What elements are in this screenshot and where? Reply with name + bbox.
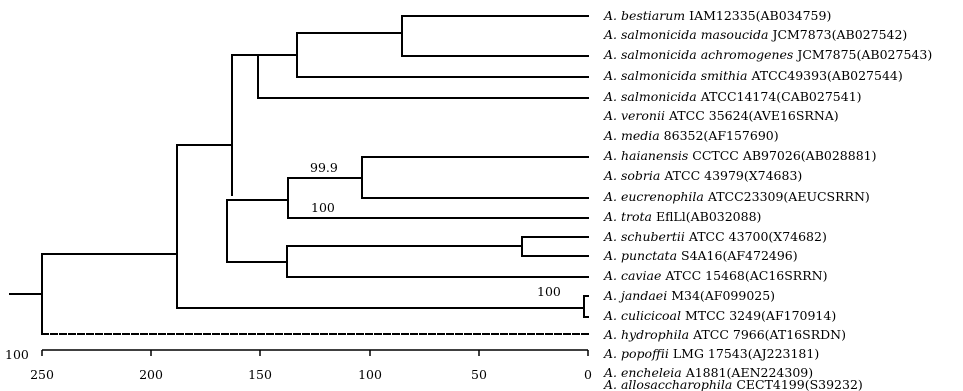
taxon-name: A. sobria — [603, 168, 660, 183]
taxon-label: A. trota EflLl(AB032088) — [603, 209, 761, 224]
taxon-strain: M34(AF099025) — [671, 288, 775, 303]
scale-tick-label: 0 — [584, 367, 592, 382]
taxon-name: A. hydrophila — [603, 327, 689, 342]
taxon-label: A. punctata S4A16(AF472496) — [603, 248, 798, 263]
taxon-strain: ATCC49393(AB027544) — [750, 68, 902, 83]
taxon-strain: EflLl(AB032088) — [656, 209, 761, 224]
taxon-label: A. bestiarum IAM12335(AB034759) — [603, 8, 831, 23]
taxon-strain: 86352(AF157690) — [664, 128, 779, 143]
scale-tick-label: 200 — [139, 367, 163, 382]
taxon-name: A. salmonicida achromogenes — [603, 47, 793, 62]
taxon-name: A. eucrenophila — [603, 189, 704, 204]
taxon-strain: ATCC 35624(AVE16SRNA) — [668, 108, 839, 123]
taxon-strain: ATCC 43979(X74683) — [663, 168, 802, 183]
taxon-label: A. popoffii LMG 17543(AJ223181) — [603, 346, 819, 361]
scale-tick-label: 100 — [358, 367, 382, 382]
taxon-name: A. haianensis — [603, 148, 688, 163]
taxon-name: A. schubertii — [603, 229, 685, 244]
taxon-name: A. bestiarum — [603, 8, 685, 23]
taxon-strain: A1881(AEN224309) — [685, 365, 813, 380]
taxon-label: A. veronii ATCC 35624(AVE16SRNA) — [603, 108, 839, 123]
taxon-name: A. culicicoal — [603, 308, 681, 323]
taxon-strain: MTCC 3249(AF170914) — [685, 308, 836, 323]
taxon-label: A. schubertii ATCC 43700(X74682) — [603, 229, 827, 244]
taxon-label: A. hydrophila ATCC 7966(AT16SRDN) — [603, 327, 846, 342]
taxon-label: A. salmonicida masoucida JCM7873(AB02754… — [603, 27, 907, 42]
taxon-label: A. salmonicida ATCC14174(CAB027541) — [603, 89, 862, 104]
taxon-name: A. salmonicida — [603, 89, 697, 104]
taxon-label: A. sobria ATCC 43979(X74683) — [603, 168, 802, 183]
taxon-label: A. salmonicida achromogenes JCM7875(AB02… — [603, 47, 932, 62]
taxon-label: A. caviae ATCC 15468(AC16SRRN) — [603, 268, 827, 283]
taxon-label: A. encheleia A1881(AEN224309) — [603, 365, 813, 380]
taxon-name: A. salmonicida smithia — [603, 68, 747, 83]
taxon-label: A. haianensis CCTCC AB97026(AB028881) — [603, 148, 876, 163]
taxon-label: A. media 86352(AF157690) — [603, 128, 779, 143]
taxon-name: A. punctata — [603, 248, 677, 263]
taxon-name: A. jandaei — [603, 288, 667, 303]
taxon-name: A. allosaccharophila — [603, 377, 732, 391]
bootstrap-value: 100 — [311, 200, 335, 215]
taxon-strain: ATCC 15468(AC16SRRN) — [664, 268, 827, 283]
taxon-strain: CCTCC AB97026(AB028881) — [692, 148, 876, 163]
taxon-strain: ATCC 43700(X74682) — [688, 229, 827, 244]
taxon-name: A. media — [603, 128, 660, 143]
taxon-name: A. popoffii — [603, 346, 669, 361]
taxon-name: A. caviae — [603, 268, 661, 283]
taxon-strain: JCM7875(AB027543) — [795, 47, 932, 62]
taxon-strain: S4A16(AF472496) — [681, 248, 798, 263]
scale-tick-label: 50 — [471, 367, 487, 382]
taxon-strain: ATCC14174(CAB027541) — [700, 89, 862, 104]
taxon-label: A. eucrenophila ATCC23309(AEUCSRRN) — [603, 189, 870, 204]
taxon-strain: JCM7873(AB027542) — [770, 27, 907, 42]
bootstrap-value: 100 — [5, 347, 29, 362]
taxon-name: A. trota — [603, 209, 652, 224]
scale-tick-label: 250 — [30, 367, 54, 382]
taxon-strain: ATCC 7966(AT16SRDN) — [692, 327, 846, 342]
bootstrap-value: 99.9 — [310, 160, 338, 175]
taxon-strain: IAM12335(AB034759) — [689, 8, 831, 23]
taxon-name: A. salmonicida masoucida — [603, 27, 768, 42]
taxon-label: A. jandaei M34(AF099025) — [603, 288, 775, 303]
taxon-label: A. salmonicida smithia ATCC49393(AB02754… — [603, 68, 903, 83]
taxon-label: A. allosaccharophila CECT4199(S39232) — [603, 377, 863, 391]
scale-tick-label: 150 — [248, 367, 272, 382]
taxon-strain: ATCC23309(AEUCSRRN) — [707, 189, 870, 204]
bootstrap-value: 100 — [537, 284, 561, 299]
taxon-label: A. culicicoal MTCC 3249(AF170914) — [603, 308, 836, 323]
taxon-name: A. veronii — [603, 108, 665, 123]
taxon-name: A. encheleia — [603, 365, 682, 380]
taxon-strain: CECT4199(S39232) — [736, 377, 862, 391]
taxon-strain: LMG 17543(AJ223181) — [673, 346, 819, 361]
